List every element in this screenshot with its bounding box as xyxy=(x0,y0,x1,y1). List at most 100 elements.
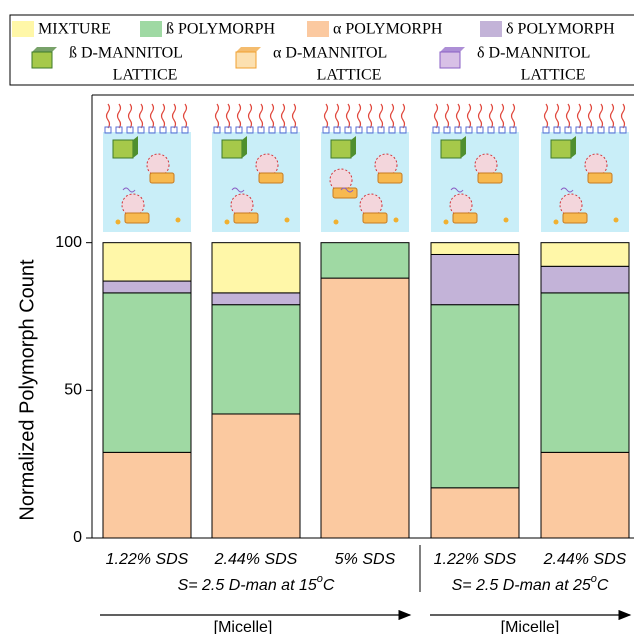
surfactant-tail xyxy=(391,104,394,128)
bar-segment xyxy=(103,452,191,538)
x-tick-label: 2.44% SDS xyxy=(214,551,298,568)
bar-segment xyxy=(212,414,300,538)
bar-segment xyxy=(212,305,300,414)
alpha-crystal xyxy=(453,213,477,223)
surfactant-tail xyxy=(479,104,482,128)
surfactant-tail xyxy=(545,104,548,128)
surfactant-tail xyxy=(468,104,471,128)
bar-segment xyxy=(541,266,629,293)
surfactant-tail xyxy=(238,104,241,128)
bar-segment xyxy=(431,254,519,304)
y-tick-label: 0 xyxy=(73,529,82,546)
surfactant-tail xyxy=(589,104,592,128)
dot xyxy=(394,218,399,223)
legend-swatch xyxy=(307,21,329,37)
surfactant-tail xyxy=(162,104,165,128)
legend-swatch xyxy=(12,21,34,37)
legend-label: α POLYMORPH xyxy=(333,21,443,38)
lattice-icon xyxy=(440,52,460,68)
surfactant-tail xyxy=(271,104,274,128)
x-tick-label: 1.22% SDS xyxy=(106,551,189,568)
surfactant-tail xyxy=(358,104,361,128)
legend-label: δ POLYMORPH xyxy=(506,21,615,38)
lattice-icon-side xyxy=(32,47,57,52)
bar-segment xyxy=(103,293,191,452)
dot xyxy=(444,220,449,225)
dot xyxy=(285,218,290,223)
lattice-label: α D-MANNITOL xyxy=(273,45,387,62)
dot xyxy=(176,218,181,223)
schematic xyxy=(321,104,409,232)
y-tick-label: 100 xyxy=(55,234,82,251)
alpha-crystal xyxy=(234,213,258,223)
surfactant-tail xyxy=(369,104,372,128)
alpha-crystal xyxy=(333,188,357,198)
surfactant-tail xyxy=(512,104,515,128)
dot xyxy=(225,220,230,225)
surfactant-tail xyxy=(611,104,614,128)
group-label-unit: C xyxy=(323,577,335,594)
legend-label: MIXTURE xyxy=(38,21,111,38)
y-tick-label: 50 xyxy=(64,382,82,399)
surfactant-tail xyxy=(490,104,493,128)
chart: Normalized Polymorph Count 0 50 100 1.22% S… xyxy=(0,0,634,634)
surfactant-tail xyxy=(216,104,219,128)
bar-segment xyxy=(431,305,519,488)
surfactant-tail xyxy=(600,104,603,128)
surfactant-tail xyxy=(151,104,154,128)
lattice-label: LATTICE xyxy=(521,67,586,84)
legend-swatch xyxy=(140,21,162,37)
surfactant-tail xyxy=(118,104,121,128)
surfactant-tail xyxy=(556,104,559,128)
x-tick-label: 5% SDS xyxy=(335,551,396,568)
x-tick-label: 2.44% SDS xyxy=(543,551,627,568)
surfactant-tail xyxy=(173,104,176,128)
surfactant-tail xyxy=(336,104,339,128)
alpha-crystal xyxy=(150,173,174,183)
surfactant-tail xyxy=(282,104,285,128)
cube xyxy=(441,140,461,158)
group-label-unit: C xyxy=(597,577,609,594)
surfactant-tail xyxy=(184,104,187,128)
lattice-icon-side xyxy=(236,47,261,52)
lattice-icon xyxy=(236,52,256,68)
bar-segment xyxy=(321,278,409,538)
dot xyxy=(334,220,339,225)
schematic xyxy=(541,104,629,232)
legend-label: ß POLYMORPH xyxy=(166,21,276,38)
surfactant-tail xyxy=(129,104,132,128)
bar-segment xyxy=(431,488,519,538)
surfactant-tail xyxy=(249,104,252,128)
arrow-label: [Micelle] xyxy=(501,619,560,634)
surfactant-tail xyxy=(567,104,570,128)
bar-segment xyxy=(541,243,629,267)
legend-swatch xyxy=(480,21,502,37)
schematic xyxy=(431,104,519,232)
schematic xyxy=(212,104,300,232)
lattice-label: LATTICE xyxy=(113,67,178,84)
alpha-crystal xyxy=(478,173,502,183)
surfactant-tail xyxy=(293,104,296,128)
group-label: S= 2.5 D-man at 15oC xyxy=(178,573,335,594)
schematic xyxy=(103,104,191,232)
dot xyxy=(116,220,121,225)
alpha-crystal xyxy=(259,173,283,183)
bar-segment xyxy=(212,293,300,305)
alpha-crystal xyxy=(563,213,587,223)
group-label-text: S= 2.5 D-man at 25 xyxy=(452,577,591,594)
alpha-crystal xyxy=(588,173,612,183)
lattice-icon-side xyxy=(440,47,465,52)
surfactant-tail xyxy=(260,104,263,128)
alpha-crystal xyxy=(125,213,149,223)
bar-segment xyxy=(541,293,629,452)
surfactant-tail xyxy=(380,104,383,128)
lattice-label: LATTICE xyxy=(317,67,382,84)
group-label-text: S= 2.5 D-man at 15 xyxy=(178,577,317,594)
bar-segment xyxy=(103,281,191,293)
alpha-crystal xyxy=(378,173,402,183)
x-tick-label: 1.22% SDS xyxy=(434,551,517,568)
surfactant-tail xyxy=(501,104,504,128)
bar-segment xyxy=(321,243,409,278)
y-axis-label: Normalized Polymorph Count xyxy=(16,259,38,521)
alpha-crystal xyxy=(363,213,387,223)
